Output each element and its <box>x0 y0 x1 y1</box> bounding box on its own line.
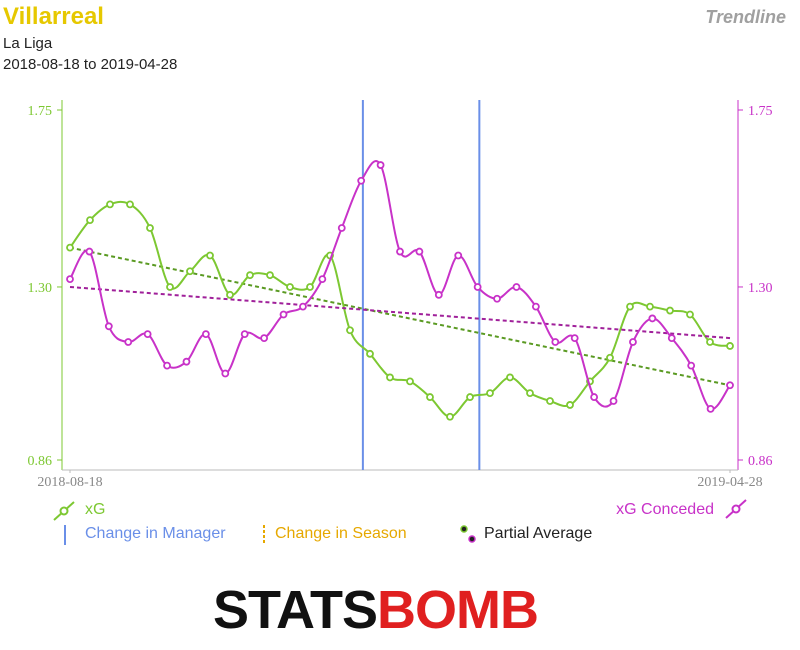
xg-point-13 <box>306 283 314 291</box>
xg-point-22 <box>486 389 494 398</box>
xg-legend-label: xG <box>85 501 106 518</box>
xg-conceded-point-23 <box>493 294 501 303</box>
xg-point-2 <box>86 216 94 225</box>
xg-conceded-point-19 <box>415 247 424 256</box>
xg-point-34 <box>726 342 734 350</box>
right-y-tick-label: 0.86 <box>748 454 773 469</box>
team-title: Villarreal <box>3 3 104 30</box>
xg-point-29 <box>626 302 634 311</box>
logo-bomb-text: BOMB <box>377 580 539 640</box>
season-legend-label: Change in Season <box>275 525 407 542</box>
xg-conceded-legend-label: xG Conceded <box>616 501 714 518</box>
xg-conceded-point-14 <box>318 275 327 284</box>
xg-point-32 <box>686 310 694 319</box>
xg-point-30 <box>646 302 654 311</box>
xg-conceded-point-17 <box>376 161 385 169</box>
xg-point-24 <box>526 389 534 398</box>
xg-point-9 <box>226 290 234 299</box>
left-y-tick-label: 1.75 <box>28 104 53 119</box>
view-label: Trendline <box>705 7 786 27</box>
xg-point-4 <box>126 200 134 209</box>
league-label: La Liga <box>3 35 53 52</box>
left-y-tick-label: 1.30 <box>28 281 53 296</box>
xg-point-31 <box>666 306 674 315</box>
right-y-tick-label: 1.30 <box>748 281 773 296</box>
xg-legend-icon <box>53 501 75 521</box>
xg-point-12 <box>286 283 294 291</box>
xg-conceded-point-20 <box>434 290 443 299</box>
trendline-chart: 1.75 1.75 1.30 1.30 0.86 0.86 2018-08-18 2019-0… <box>28 100 773 490</box>
xg-conceded-trendline <box>69 285 731 340</box>
xg-conceded-point-32 <box>667 334 676 342</box>
manager-legend-label: Change in Manager <box>85 525 226 542</box>
xg-conceded-point-13 <box>299 302 307 311</box>
xg-conceded-point-22 <box>473 283 482 291</box>
xg-conceded-point-24 <box>512 283 521 291</box>
statsbomb-logo: STATSBOMB <box>213 580 539 640</box>
xg-conceded-point-5 <box>143 330 152 339</box>
xg-point-21 <box>466 393 474 401</box>
xg-conceded-point-11 <box>260 334 269 342</box>
xg-conceded-point-9 <box>221 369 230 378</box>
partial-average-legend-icon <box>460 525 476 543</box>
xg-conceded-point-26 <box>551 338 560 346</box>
xg-conceded-point-12 <box>279 310 288 319</box>
xg-point-25 <box>546 397 554 405</box>
xg-conceded-point-30 <box>629 338 637 346</box>
xg-point-15 <box>346 326 354 335</box>
xg-point-19 <box>426 393 434 401</box>
xg-trendline <box>69 246 731 387</box>
xg-point-17 <box>386 373 394 382</box>
right-y-tick-label: 1.75 <box>748 104 773 119</box>
xg-conceded-point-1 <box>66 275 74 284</box>
xg-point-10 <box>246 271 254 280</box>
x-end-label: 2019-04-28 <box>697 475 762 490</box>
xg-conceded-point-4 <box>124 338 133 346</box>
date-range-label: 2018-08-18 to 2019-04-28 <box>3 56 178 73</box>
xg-conceded-point-8 <box>201 330 210 339</box>
xg-point-23 <box>506 373 514 382</box>
xg-line <box>69 200 731 418</box>
xg-point-8 <box>206 251 214 260</box>
xg-point-26 <box>566 401 574 409</box>
xg-conceded-point-2 <box>85 247 94 256</box>
xg-conceded-point-3 <box>104 322 113 331</box>
xg-conceded-point-16 <box>357 176 366 185</box>
xg-point-28 <box>606 353 614 362</box>
xg-conceded-point-10 <box>240 330 249 339</box>
xg-conceded-point-28 <box>590 393 599 401</box>
xg-point-5 <box>146 224 154 232</box>
xg-conceded-point-18 <box>396 247 404 256</box>
left-y-tick-label: 0.86 <box>28 454 53 469</box>
xg-conceded-point-7 <box>182 357 191 366</box>
partial-average-legend-label: Partial Average <box>484 525 593 542</box>
xg-conceded-point-15 <box>337 224 346 232</box>
xg-conceded-point-35 <box>726 381 734 390</box>
xg-point-16 <box>366 349 374 358</box>
xg-point-11 <box>266 271 274 280</box>
xg-point-1 <box>66 243 74 252</box>
xg-conceded-point-27 <box>570 334 579 342</box>
logo-stats-text: STATS <box>213 580 378 640</box>
xg-point-3 <box>106 200 114 209</box>
season-legend-icon <box>263 525 265 545</box>
xg-point-7 <box>186 267 194 276</box>
xg-point-33 <box>706 338 714 346</box>
xg-conceded-point-31 <box>648 314 657 323</box>
xg-point-20 <box>446 412 454 421</box>
xg-conceded-point-25 <box>531 302 540 311</box>
xg-conceded-point-34 <box>706 404 715 413</box>
xg-point-18 <box>406 377 414 386</box>
xg-conceded-point-33 <box>687 361 696 370</box>
xg-conceded-point-6 <box>163 361 171 370</box>
xg-point-6 <box>166 283 174 291</box>
xg-conceded-legend-icon <box>725 499 747 519</box>
x-start-label: 2018-08-18 <box>37 475 102 490</box>
xg-conceded-point-21 <box>454 251 463 260</box>
xg-conceded-point-29 <box>609 397 618 405</box>
manager-legend-icon <box>64 525 66 545</box>
